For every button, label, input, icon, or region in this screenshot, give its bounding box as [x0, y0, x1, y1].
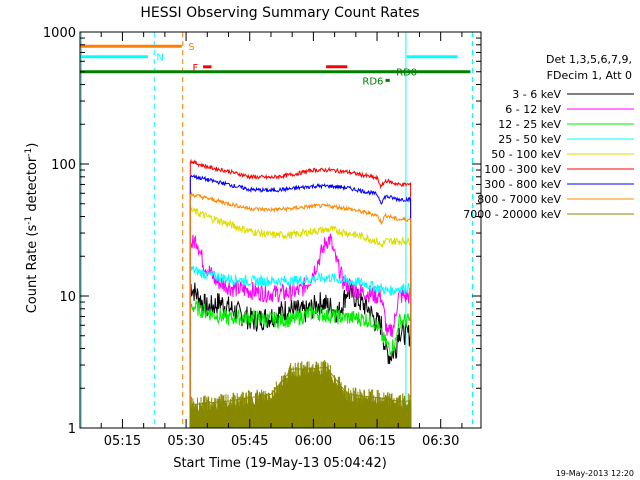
y-axis-label-prefix: Count Rate (s [25, 225, 40, 314]
series-line-12-25-kev [189, 300, 412, 428]
x-tick-label-0630: 06:30 [422, 434, 459, 449]
series-line-25-50-kev [189, 265, 412, 428]
x-tick-label-0600: 06:00 [295, 434, 332, 449]
y-axis-label-suffix: ) [25, 143, 40, 148]
flag-label-s: S [188, 42, 194, 53]
legend-label-300-800-kev: 300 - 800 keV [484, 178, 561, 191]
y-axis-label-sup2: -1 [24, 148, 34, 157]
series-line-50-100-kev [189, 206, 412, 428]
series-line-6-12-kev [189, 233, 412, 428]
y-axis-label-sup1: -1 [24, 216, 34, 225]
y-tick-label-1: 1 [68, 422, 76, 437]
legend-label-3-6-kev: 3 - 6 keV [512, 88, 561, 101]
y-tick-label-10: 10 [59, 290, 76, 305]
x-tick-label-0530: 05:30 [167, 434, 204, 449]
plot-frame [79, 31, 482, 429]
legend-header-line-1: Det 1,3,5,6,7,9, [546, 53, 632, 66]
flag-label-f: F [192, 63, 198, 74]
chart-title: HESSI Observing Summary Count Rates [140, 5, 419, 21]
flag-label-rd6: RD6 [362, 76, 383, 87]
legend-label-7000-20000-kev: 7000 - 20000 keV [463, 208, 561, 221]
legend-label-6-12-kev: 6 - 12 keV [505, 103, 561, 116]
legend-label-100-300-kev: 100 - 300 keV [484, 163, 561, 176]
series-line-3-6-kev [189, 282, 412, 428]
axes: 1 10 100 1000 05:15 05:30 05:45 06:00 06:15 06:30… [43, 26, 482, 449]
flag-label-rd0: RD0 [396, 68, 417, 79]
series-line-100-300-kev [189, 158, 412, 428]
y-axis-label-mid: detector [25, 156, 40, 216]
footer-date: 19-May-2013 12:20 [556, 469, 634, 478]
x-tick-label-0545: 05:45 [231, 434, 268, 449]
legend-label-800-7000-kev: 800 - 7000 keV [477, 193, 561, 206]
y-tick-label-100: 100 [51, 158, 76, 173]
legend: Det 1,3,5,6,7,9, FDecim 1, Att 0 3 - 6 k… [463, 53, 634, 221]
y-axis-label: Count Rate (s-1 detector-1) [24, 143, 40, 314]
flag-label-n: N [156, 53, 163, 64]
x-axis-label: Start Time (19-May-13 05:04:42) [173, 456, 387, 471]
legend-label-50-100-kev: 50 - 100 keV [491, 148, 561, 161]
series-line-300-800-kev [189, 174, 412, 428]
series-line-800-7000-kev [189, 191, 412, 428]
legend-header-line-2: FDecim 1, Att 0 [547, 69, 632, 82]
legend-label-12-25-kev: 12 - 25 keV [498, 118, 561, 131]
x-tick-label-0515: 05:15 [104, 434, 141, 449]
plot-area [80, 32, 474, 428]
y-tick-label-1000: 1000 [43, 26, 76, 41]
x-tick-label-0615: 06:15 [358, 434, 395, 449]
legend-label-25-50-kev: 25 - 50 keV [498, 133, 561, 146]
